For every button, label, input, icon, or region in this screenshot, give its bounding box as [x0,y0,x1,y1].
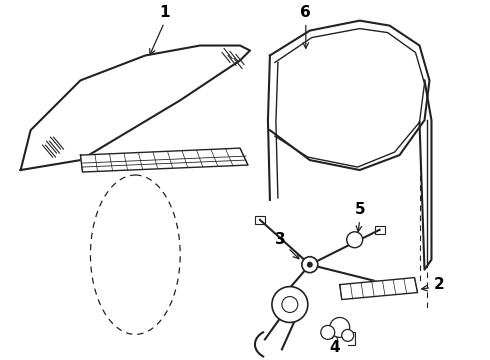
Circle shape [321,325,335,339]
Bar [255,216,265,224]
Polygon shape [80,148,248,172]
Circle shape [347,232,363,248]
Circle shape [302,257,318,273]
Text: 5: 5 [354,202,365,217]
Text: 2: 2 [434,277,445,292]
Bar [375,226,385,234]
Text: 4: 4 [329,340,340,355]
Circle shape [307,262,313,268]
Circle shape [272,287,308,323]
Polygon shape [340,278,417,300]
Text: 1: 1 [159,5,170,20]
Circle shape [342,329,354,341]
Circle shape [330,318,350,337]
Bar [385,280,394,289]
Text: 3: 3 [274,232,285,247]
Text: 6: 6 [300,5,311,20]
